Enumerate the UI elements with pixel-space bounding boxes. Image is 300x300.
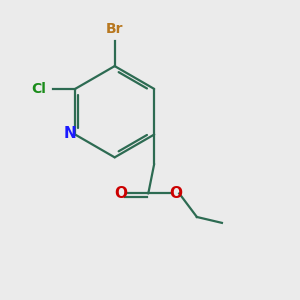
Text: O: O <box>169 186 182 201</box>
Text: Cl: Cl <box>32 82 46 96</box>
Text: N: N <box>64 127 76 142</box>
Text: Br: Br <box>106 22 123 36</box>
Text: O: O <box>114 186 127 201</box>
